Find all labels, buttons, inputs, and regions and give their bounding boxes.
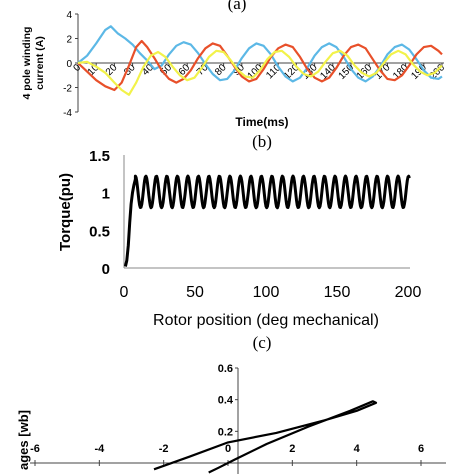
chart-a-series-line-2 (77, 39, 443, 92)
chart-b-xtick-label: 200 (395, 284, 422, 301)
chart-c-xtick-label: 2 (289, 443, 295, 455)
chart-b-series (123, 174, 411, 267)
chart-b-ytick-label: 1.5 (89, 148, 110, 165)
panel-b-label: (b) (252, 132, 272, 151)
chart-c-y-ticks: 0.2 0.4 0.6 (218, 363, 238, 438)
chart-a-ylabel-line1: 4 pole winding (21, 27, 33, 100)
chart-c-ytick-label: 0.2 (218, 426, 233, 438)
chart-b: 0 0.5 1 1.5 0 50 100 150 200 Torque(pu) Rotor p… (57, 148, 421, 329)
chart-a-ylabel-line2: current (A) (34, 36, 46, 90)
chart-a-series (77, 25, 443, 96)
chart-a-ytick-label: -2 (63, 84, 72, 95)
chart-a-ytick-label: 2 (66, 35, 72, 46)
chart-b-series-line-1 (123, 174, 411, 267)
chart-c: 0.2 0.4 0.6 -6 -4 -2 0 2 4 6 ages [wb] (16, 363, 446, 474)
chart-c-ytick-label: 0.6 (218, 363, 233, 375)
chart-c-ytick-label: 0.4 (218, 395, 234, 407)
chart-b-ytick-label: 0.5 (89, 223, 110, 240)
chart-c-xtick-label: 6 (418, 443, 424, 455)
chart-a-ytick-label: 0 (66, 59, 72, 70)
chart-c-xtick-label: 0 (225, 443, 231, 455)
panel-c-label: (c) (253, 333, 272, 352)
chart-a-xtick-label: 160 (355, 62, 375, 82)
chart-c-series-line-1 (153, 400, 378, 474)
chart-b-ytick-label: 0 (102, 261, 110, 278)
chart-b-xtick-label: 50 (186, 284, 204, 301)
chart-c-xtick-label: -4 (94, 443, 105, 455)
chart-b-xlabel: Rotor position (deg mechanical) (153, 312, 379, 329)
chart-b-xtick-label: 100 (253, 284, 280, 301)
chart-a-xtick-label: 180 (391, 62, 411, 82)
chart-b-x-ticks: 0 50 100 150 200 (120, 284, 422, 301)
chart-b-xtick-label: 0 (120, 284, 129, 301)
panel-a-label: (a) (228, 0, 247, 13)
chart-b-xtick-label: 150 (324, 284, 351, 301)
chart-b-ytick-label: 1 (102, 186, 110, 203)
chart-c-xtick-label: 4 (354, 443, 361, 455)
chart-c-x-ticks: -6 -4 -2 0 2 4 6 (30, 443, 424, 466)
chart-c-ylabel: ages [wb] (16, 410, 31, 470)
chart-c-xtick-label: -6 (30, 443, 40, 455)
chart-c-xtick-label: -2 (159, 443, 169, 455)
chart-b-y-ticks: 0 0.5 1 1.5 (89, 148, 110, 278)
chart-a-series-line-3 (77, 49, 443, 96)
chart-b-ylabel: Torque(pu) (57, 173, 74, 251)
chart-a-ytick-label: 4 (66, 10, 72, 21)
chart-a-xlabel: Time(ms) (235, 115, 288, 129)
chart-c-series (153, 400, 378, 474)
chart-a-xtick-label: 20 (104, 62, 120, 78)
chart-a-series-line-1 (77, 25, 443, 83)
chart-a-ytick-label: -4 (63, 108, 72, 119)
